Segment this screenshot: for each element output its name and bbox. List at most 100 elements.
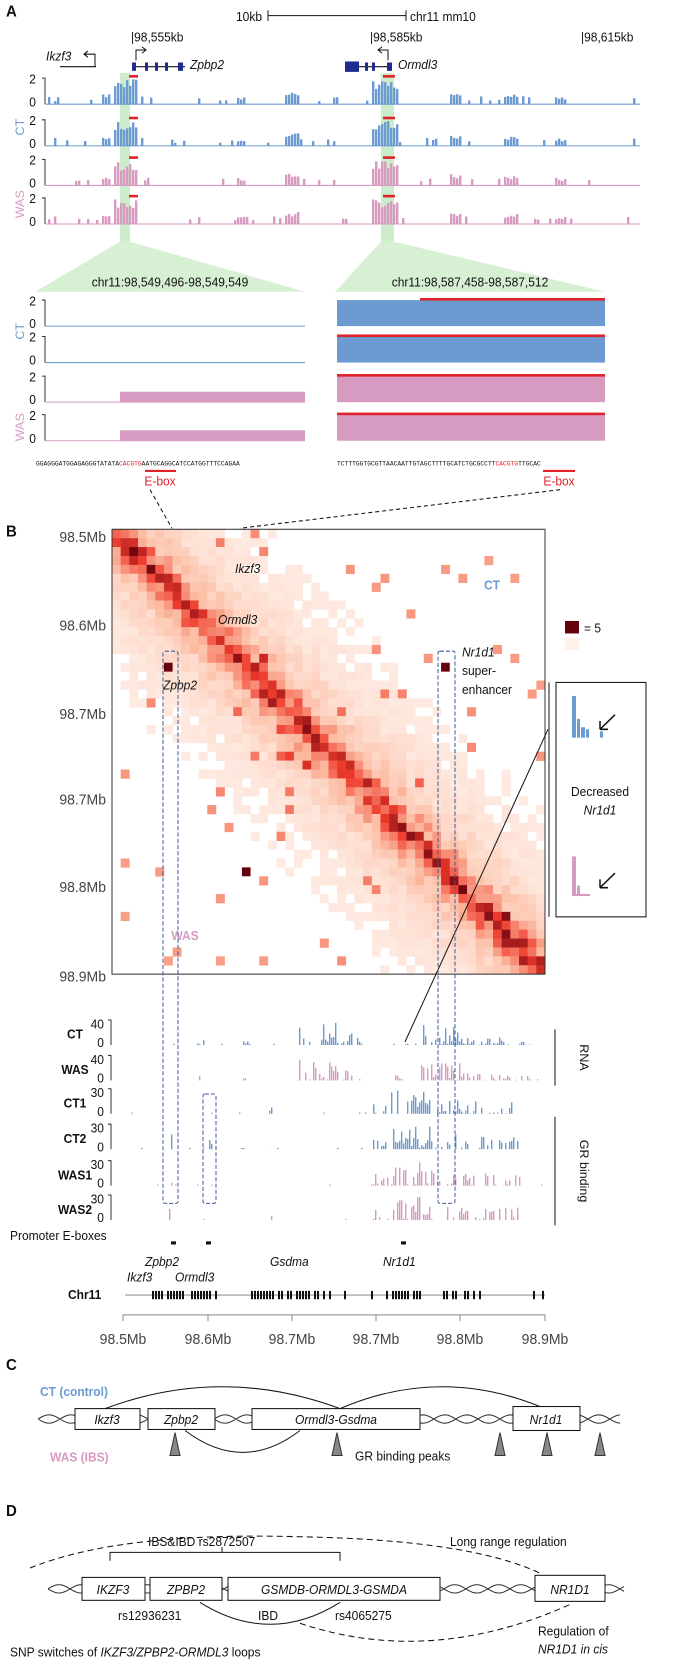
heat-cell bbox=[207, 716, 217, 726]
heat-cell bbox=[484, 867, 494, 877]
heat-cell bbox=[155, 653, 165, 664]
heat-cell bbox=[120, 858, 130, 868]
heat-cell bbox=[458, 885, 468, 895]
heat-cell bbox=[293, 564, 303, 575]
exon bbox=[329, 1290, 331, 1300]
heat-cell bbox=[501, 831, 511, 842]
signal bbox=[240, 140, 243, 146]
heat-cell bbox=[250, 555, 260, 566]
heat-cell bbox=[293, 716, 303, 726]
heat-cell bbox=[259, 716, 269, 726]
heat-cell bbox=[449, 805, 459, 815]
heat-cell bbox=[345, 769, 355, 779]
heat-cell bbox=[120, 644, 130, 655]
heat-cell bbox=[527, 885, 537, 895]
heat-cell bbox=[293, 822, 303, 833]
heat-cell bbox=[441, 858, 451, 868]
heat-cell bbox=[458, 760, 468, 770]
heat-cell bbox=[276, 760, 286, 770]
signal bbox=[423, 1067, 425, 1081]
heat-cell bbox=[189, 689, 199, 699]
heat-cell bbox=[328, 698, 338, 708]
heat-cell bbox=[475, 805, 485, 815]
heat-cell bbox=[146, 644, 156, 655]
heat-cell bbox=[441, 920, 451, 930]
signal bbox=[453, 214, 456, 225]
signal bbox=[373, 1184, 375, 1186]
signal bbox=[393, 87, 396, 105]
heat-cell bbox=[163, 627, 173, 637]
heat-cell bbox=[363, 707, 373, 717]
heat-cell bbox=[233, 671, 243, 681]
signal bbox=[327, 1079, 329, 1081]
signal bbox=[537, 219, 540, 225]
heat-cell bbox=[423, 725, 433, 735]
heat-cell bbox=[363, 725, 373, 735]
exon bbox=[260, 1290, 262, 1300]
peak-call bbox=[337, 334, 605, 338]
heat-cell bbox=[276, 742, 286, 753]
signal bbox=[433, 1076, 435, 1081]
heat-cell bbox=[363, 858, 373, 868]
heat-cell bbox=[285, 742, 295, 753]
heat-cell bbox=[198, 627, 208, 637]
signal bbox=[120, 391, 305, 403]
heat-cell bbox=[432, 947, 442, 957]
heat-cell bbox=[389, 840, 399, 850]
y-max-label: 2 bbox=[29, 331, 36, 345]
heat-cell bbox=[181, 653, 191, 664]
heat-cell bbox=[302, 609, 312, 619]
signal bbox=[427, 1104, 429, 1114]
heat-cell bbox=[536, 929, 546, 939]
note: Long range regulation bbox=[450, 1535, 567, 1549]
heat-cell bbox=[276, 573, 286, 583]
signal bbox=[390, 127, 393, 146]
signal bbox=[504, 96, 507, 105]
heat-cell bbox=[302, 822, 312, 833]
signal bbox=[375, 1173, 377, 1186]
signal bbox=[117, 82, 120, 105]
heat-cell bbox=[449, 902, 459, 913]
heat-cell bbox=[519, 831, 528, 842]
heat-cell bbox=[501, 867, 511, 877]
signal bbox=[48, 97, 51, 105]
heat-cell bbox=[467, 920, 477, 930]
heat-cell bbox=[449, 751, 459, 761]
heat-cell bbox=[311, 600, 321, 610]
heat-cell bbox=[233, 662, 243, 672]
heat-cell bbox=[389, 796, 399, 806]
heat-cell bbox=[241, 716, 251, 726]
seq-motif: CACGTG bbox=[496, 461, 519, 468]
heat-cell bbox=[259, 591, 269, 601]
signal bbox=[309, 1079, 311, 1081]
heat-cell bbox=[354, 733, 364, 744]
signal bbox=[294, 93, 297, 105]
heat-cell bbox=[233, 733, 243, 744]
signal bbox=[505, 1113, 507, 1114]
heat-cell bbox=[345, 716, 355, 726]
signal bbox=[273, 216, 276, 225]
heat-cell bbox=[181, 680, 191, 690]
heat-cell bbox=[215, 627, 225, 637]
heat-cell bbox=[475, 911, 485, 922]
heat-cell bbox=[181, 600, 191, 610]
heat-cell bbox=[467, 902, 477, 913]
signal bbox=[493, 1112, 495, 1114]
signal bbox=[465, 1173, 467, 1186]
signal bbox=[453, 95, 456, 105]
heat-cell bbox=[293, 573, 303, 583]
heat-cell bbox=[224, 573, 234, 583]
heat-cell bbox=[415, 876, 425, 886]
heat-cell bbox=[501, 902, 511, 913]
heat-cell bbox=[371, 885, 381, 895]
heat-cell bbox=[224, 618, 234, 628]
heat-cell bbox=[137, 618, 147, 628]
signal bbox=[131, 1112, 133, 1114]
heat-cell bbox=[493, 849, 502, 859]
heat-cell bbox=[397, 725, 407, 735]
heat-cell bbox=[493, 920, 502, 930]
signal bbox=[449, 1144, 451, 1150]
heat-cell bbox=[397, 760, 407, 770]
signal bbox=[114, 166, 117, 186]
heat-cell bbox=[302, 760, 312, 770]
